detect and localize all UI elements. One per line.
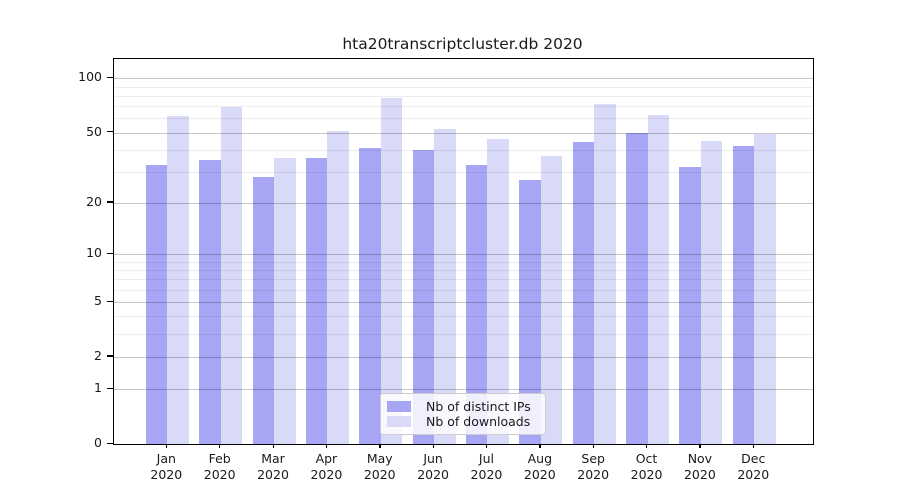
x-tick-label-apr: Apr 2020 (310, 451, 343, 482)
y-tick-mark-5 (107, 300, 113, 302)
x-tick-mark-jan (165, 444, 168, 449)
x-tick-mark-oct (646, 444, 648, 449)
bar-distinct-ips-sep (572, 142, 595, 444)
legend-label-downloads: Nb of downloads (426, 414, 531, 429)
bar-distinct-ips-nov (679, 167, 701, 444)
x-tick-label-feb: Feb 2020 (203, 451, 236, 482)
x-tick-label-oct: Oct 2020 (630, 451, 663, 482)
y-tick-label-10: 10 (86, 245, 102, 261)
x-tick-mark-feb (219, 444, 221, 449)
gridline-minor-40 (114, 149, 813, 151)
bar-downloads-sep (594, 104, 616, 444)
gridline-minor-4 (114, 316, 813, 318)
bar-downloads-apr (327, 130, 349, 444)
y-tick-label-100: 100 (78, 69, 102, 85)
legend-item-downloads: Nb of downloads (387, 414, 539, 429)
bar-distinct-ips-aug (519, 180, 541, 444)
gridline-major-10 (114, 254, 813, 256)
bar-downloads-dec (754, 134, 776, 444)
x-tick-mark-mar (272, 444, 274, 449)
bar-distinct-ips-jul (465, 164, 488, 444)
x-tick-mark-nov (699, 444, 701, 449)
gridline-major-20 (114, 202, 813, 204)
bar-downloads-aug (540, 155, 563, 444)
x-tick-label-aug: Aug 2020 (523, 451, 556, 482)
gridline-minor-70 (114, 106, 813, 108)
y-tick-mark-1 (107, 387, 113, 389)
gridline-major-1 (114, 389, 813, 391)
legend: Nb of distinct IPs Nb of downloads (380, 393, 546, 435)
y-tick-mark-50 (107, 131, 113, 133)
bar-downloads-mar (274, 157, 296, 444)
y-tick-mark-100 (107, 76, 113, 79)
bar-distinct-ips-jan (145, 164, 168, 444)
gridline-minor-80 (114, 95, 813, 97)
bar-distinct-ips-oct (626, 132, 648, 444)
x-tick-mark-dec (752, 444, 755, 449)
y-tick-mark-20 (107, 201, 113, 203)
bar-downloads-jul (487, 138, 509, 444)
gridline-major-100 (114, 78, 813, 80)
x-tick-mark-jul (485, 444, 488, 449)
gridline-major-5 (114, 302, 813, 304)
x-tick-mark-sep (592, 444, 594, 449)
legend-item-distinct-ips: Nb of distinct IPs (387, 399, 539, 414)
y-tick-label-5: 5 (94, 293, 102, 309)
y-tick-label-1: 1 (94, 380, 102, 396)
x-tick-label-jan: Jan 2020 (150, 451, 183, 482)
bar-downloads-jan (167, 115, 189, 444)
x-tick-mark-may (379, 444, 381, 449)
gridline-minor-3 (114, 334, 813, 336)
legend-swatch-downloads (387, 416, 411, 427)
chart-title: hta20transcriptcluster.db 2020 (342, 35, 583, 53)
y-tick-label-20: 20 (86, 193, 102, 209)
x-tick-mark-apr (325, 444, 328, 449)
gridline-minor-90 (114, 86, 813, 88)
bar-distinct-ips-jun (412, 149, 435, 444)
y-tick-label-2: 2 (94, 347, 102, 363)
bar-downloads-nov (700, 140, 723, 444)
y-tick-mark-10 (107, 252, 113, 254)
bar-downloads-oct (647, 114, 670, 444)
gridline-major-50 (114, 132, 813, 134)
gridline-minor-6 (114, 289, 813, 291)
gridline-minor-60 (114, 118, 813, 120)
x-tick-label-nov: Nov 2020 (683, 451, 716, 482)
gridline-minor-9 (114, 261, 813, 263)
bar-distinct-ips-apr (305, 157, 328, 444)
legend-label-distinct-ips: Nb of distinct IPs (426, 399, 531, 414)
x-tick-label-jun: Jun 2020 (417, 451, 449, 482)
bar-downloads-jun (434, 129, 456, 444)
gridline-minor-30 (114, 171, 813, 173)
y-tick-label-50: 50 (86, 123, 102, 139)
gridline-major-2 (114, 356, 813, 358)
gridline-minor-8 (114, 269, 813, 271)
bar-distinct-ips-may (359, 147, 381, 444)
x-tick-label-jul: Jul 2020 (470, 451, 503, 482)
bar-distinct-ips-dec (732, 146, 755, 444)
x-tick-label-may: May 2020 (363, 451, 396, 482)
bar-distinct-ips-feb (199, 160, 221, 444)
x-tick-label-mar: Mar 2020 (257, 451, 289, 482)
x-tick-mark-aug (539, 444, 541, 449)
bar-downloads-may (380, 97, 403, 444)
plot-area: Nb of distinct IPs Nb of downloads (113, 58, 814, 445)
x-tick-label-sep: Sep 2020 (577, 451, 610, 482)
x-tick-mark-jun (432, 444, 434, 449)
y-tick-mark-0 (107, 442, 113, 444)
gridline-minor-7 (114, 279, 813, 281)
y-tick-mark-2 (107, 355, 113, 357)
x-tick-label-dec: Dec 2020 (737, 451, 770, 482)
bar-downloads-feb (220, 107, 243, 444)
bar-distinct-ips-mar (252, 177, 275, 444)
y-tick-label-0: 0 (94, 435, 102, 450)
legend-swatch-distinct-ips (387, 401, 411, 412)
